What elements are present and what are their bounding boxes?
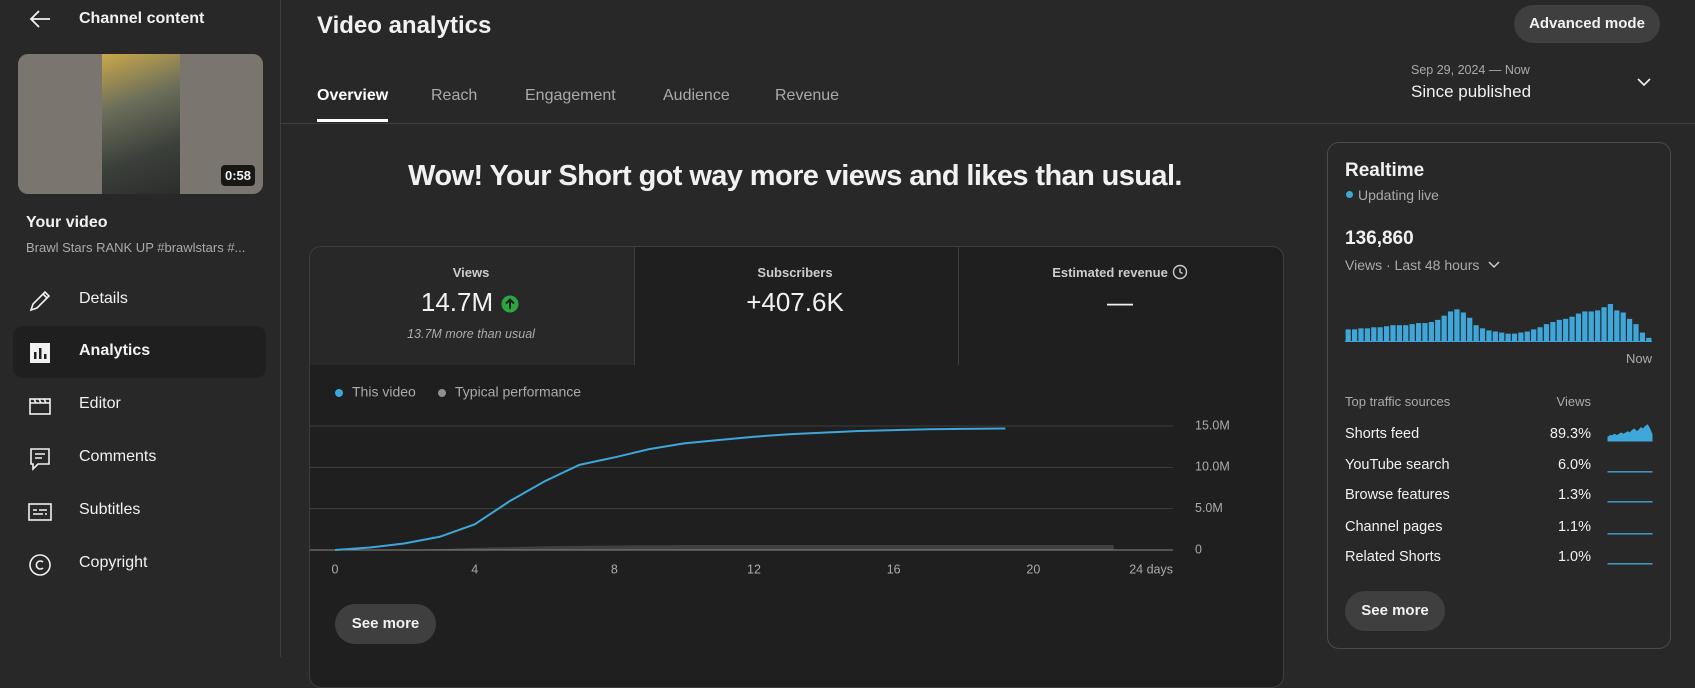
nav-label: Copyright [79, 554, 147, 572]
nav-label: Subtitles [79, 501, 140, 519]
source-name: Shorts feed [1345, 426, 1419, 442]
info-icon[interactable] [1172, 264, 1188, 280]
now-label: Now [1626, 351, 1652, 366]
period-dropdown[interactable] [1636, 76, 1652, 88]
metric-value: — [1107, 287, 1133, 318]
advanced-mode-button[interactable]: Advanced mode [1514, 5, 1660, 43]
metric-label: Subscribers [757, 265, 832, 280]
video-title: Brawl Stars RANK UP #brawlstars #... [26, 240, 245, 255]
metric-label: Estimated revenue [1052, 265, 1168, 280]
source-name: Related Shorts [1345, 549, 1441, 565]
source-share: 1.1% [1558, 519, 1591, 535]
source-name: Browse features [1345, 487, 1450, 503]
back-button[interactable] [28, 8, 52, 30]
nav-item[interactable]: Editor [13, 379, 266, 431]
source-share: 6.0% [1558, 457, 1591, 473]
thumbnail-image [102, 54, 180, 194]
sources-header: Views [1557, 394, 1591, 409]
metric-value: 14.7M [421, 287, 493, 318]
tab[interactable]: Audience [663, 87, 730, 119]
realtime-total: 136,860 [1345, 228, 1414, 250]
nav-item[interactable]: Comments [13, 432, 266, 484]
headline: Wow! Your Short got way more views and l… [408, 160, 1182, 193]
see-more-button[interactable]: See more [1345, 591, 1445, 631]
source-share: 1.3% [1558, 487, 1591, 503]
source-share: 1.0% [1558, 549, 1591, 565]
tab[interactable]: Revenue [775, 87, 839, 119]
nav-item[interactable]: Details [13, 274, 266, 326]
live-dot [1346, 191, 1353, 198]
nav-label: Analytics [79, 342, 150, 360]
tab[interactable]: Reach [431, 87, 477, 119]
metric-value: +407.6K [746, 287, 844, 318]
nav-label: Editor [79, 395, 121, 413]
metric-note: 13.7M more than usual [407, 327, 535, 341]
nav-label: Details [79, 290, 128, 308]
realtime-period[interactable]: Views · Last 48 hours [1345, 257, 1479, 273]
source-share: 89.3% [1550, 426, 1591, 442]
page-title: Video analytics [317, 12, 491, 40]
back-title: Channel content [79, 10, 204, 28]
tab[interactable]: Engagement [525, 87, 616, 119]
source-name: Channel pages [1345, 519, 1443, 535]
page: Channel content 0:58 Your video Brawl St… [0, 0, 1695, 657]
realtime-title: Realtime [1345, 160, 1424, 182]
nav-item[interactable]: Copyright [13, 538, 266, 590]
nav-item[interactable]: Analytics [13, 326, 266, 378]
up-icon [501, 295, 519, 313]
see-more-button[interactable]: See more [335, 604, 436, 644]
date-range: Sep 29, 2024 — Now [1411, 63, 1530, 77]
header-divider [281, 123, 1695, 124]
duration: 0:58 [221, 165, 255, 186]
nav-item[interactable]: Subtitles [13, 485, 266, 537]
sources-title: Top traffic sources [1345, 394, 1450, 409]
live-status: Updating live [1358, 187, 1439, 203]
video-heading: Your video [26, 214, 108, 232]
metric-label: Views [453, 265, 490, 280]
source-name: YouTube search [1345, 457, 1450, 473]
nav-label: Comments [79, 448, 156, 466]
thumbnail[interactable]: 0:58 [18, 54, 263, 194]
tab[interactable]: Overview [317, 87, 388, 122]
period: Since published [1411, 82, 1531, 102]
period-chevron[interactable] [1487, 259, 1501, 271]
